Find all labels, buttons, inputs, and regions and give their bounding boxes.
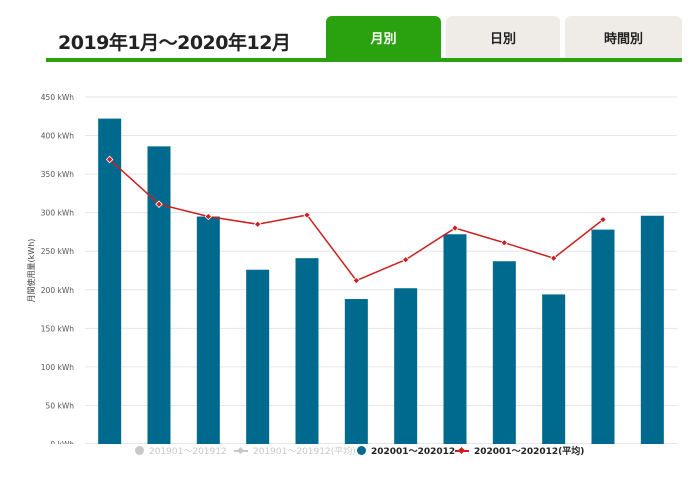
bar [542,294,566,444]
page-title: 2019年1月～2020年12月 [58,32,291,54]
y-axis-label: 月間使用量(kWh) [26,239,36,303]
legend-label-2020: 202001～202012 [371,447,456,457]
y-tick-labels: 0 kWh 50 kWh 100 kWh 150 kWh 200 kWh 250 kWh 3… [41,93,74,444]
avg-point [451,224,459,232]
bar [640,215,664,444]
y-tick-label: 200 kWh [41,286,74,295]
bar [246,269,270,444]
y-tick-label: 50 kWh [46,401,75,410]
avg-line-series [105,155,607,285]
legend-line-2019-avg [234,446,248,455]
bar-series [98,118,664,444]
bar [443,234,467,444]
avg-point [303,211,311,219]
legend-label-2020-avg: 202001～202012(平均) [474,447,585,457]
header-divider [46,58,682,62]
y-tick-label: 400 kWh [41,132,74,141]
legend: 201901～201912 201901～201912(平均) 202001～2… [0,440,700,462]
y-tick-label: 250 kWh [41,247,74,256]
legend-item-2019-avg[interactable]: 201901～201912(平均) [234,444,356,457]
avg-point [253,220,262,228]
y-tick-label: 350 kWh [41,170,74,179]
avg-point [500,238,509,247]
bar [591,229,615,444]
bar [98,118,122,444]
y-tick-label: 150 kWh [41,324,74,333]
legend-item-2019[interactable]: 201901～201912 [135,444,227,457]
avg-line [109,158,604,282]
header: 2019年1月～2020年12月 月別 日別 時間別 [0,0,700,64]
tab-hourly[interactable]: 時間別 [565,16,682,58]
avg-point [352,276,361,285]
legend-line-2020-avg [455,446,469,455]
tab-daily[interactable]: 日別 [446,16,560,58]
tab-daily-label: 日別 [489,31,516,47]
y-tick-label: 0 kWh [50,440,74,444]
legend-label-2019-avg: 201901～201912(平均) [253,447,356,457]
tab-monthly-label: 月別 [370,31,397,47]
avg-point [105,155,114,164]
legend-label-2019: 201901～201912 [149,447,227,457]
legend-item-2020[interactable]: 202001～202012 [357,444,455,457]
legend-dot-2020 [357,446,366,455]
bar [492,261,516,444]
avg-point [549,254,558,262]
grid-layer [85,96,677,444]
bar [147,146,171,444]
avg-point [599,215,607,224]
avg-point [155,200,163,208]
usage-chart: 0 kWh 50 kWh 100 kWh 150 kWh 200 kWh 250 kWh 3… [26,93,677,444]
y-tick-label: 450 kWh [41,93,74,102]
avg-point [204,212,213,221]
tab-monthly[interactable]: 月別 [326,16,441,58]
bar [344,299,368,444]
y-tick-label: 300 kWh [41,209,74,218]
bar [394,288,418,444]
bar [295,258,319,444]
avg-point [401,255,410,264]
legend-dot-2019 [135,446,144,455]
tab-hourly-label: 時間別 [603,31,643,47]
y-tick-label: 100 kWh [41,363,74,372]
legend-item-2020-avg[interactable]: 202001～202012(平均) [455,444,584,457]
bar [196,216,220,444]
